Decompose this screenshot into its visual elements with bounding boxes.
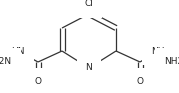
Text: NH: NH (151, 46, 165, 56)
Text: H2N: H2N (0, 57, 12, 66)
Text: O: O (137, 77, 144, 86)
Text: O: O (35, 77, 42, 86)
Text: N: N (86, 64, 92, 73)
Text: NH2: NH2 (165, 57, 179, 66)
Text: HN: HN (11, 46, 25, 56)
Text: Cl: Cl (84, 0, 93, 8)
